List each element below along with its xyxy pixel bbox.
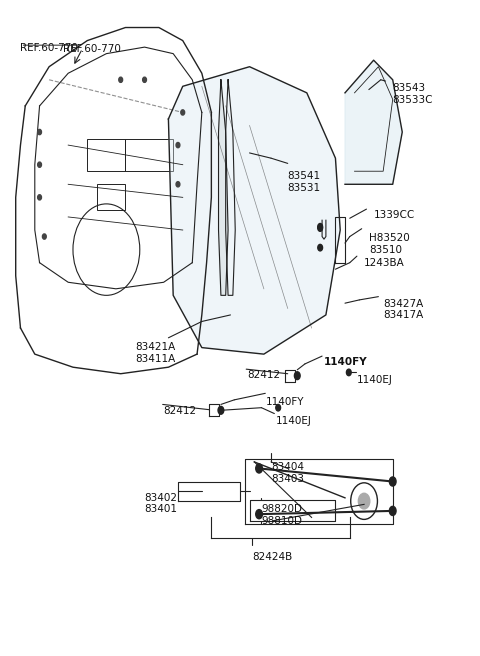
Text: 98820D
98810D: 98820D 98810D [262, 504, 302, 526]
Text: REF.60-770: REF.60-770 [21, 43, 78, 52]
Text: 1140EJ: 1140EJ [357, 375, 393, 385]
Circle shape [181, 110, 185, 115]
Text: H83520
83510: H83520 83510 [369, 234, 409, 255]
Circle shape [256, 464, 263, 473]
Circle shape [294, 372, 300, 380]
Text: 82412: 82412 [247, 371, 280, 380]
Text: 83541
83531: 83541 83531 [288, 171, 321, 193]
Circle shape [119, 77, 122, 83]
Circle shape [42, 234, 46, 239]
Text: 83421A
83411A: 83421A 83411A [135, 342, 175, 364]
Text: 1140EJ: 1140EJ [276, 416, 312, 426]
Circle shape [256, 510, 263, 519]
Circle shape [389, 506, 396, 516]
Text: 82424B: 82424B [252, 552, 292, 562]
Text: 1339CC: 1339CC [373, 211, 415, 220]
Circle shape [318, 245, 323, 251]
Text: 1140FY: 1140FY [266, 397, 305, 407]
Text: 1243BA: 1243BA [364, 258, 405, 268]
Circle shape [389, 477, 396, 486]
Polygon shape [345, 60, 402, 184]
Circle shape [37, 129, 41, 134]
Text: 82412: 82412 [164, 406, 197, 417]
Text: 83404
83403: 83404 83403 [271, 462, 304, 483]
Circle shape [37, 195, 41, 200]
Circle shape [276, 405, 281, 411]
Text: 1140FY: 1140FY [324, 358, 367, 367]
Text: REF.60-770: REF.60-770 [63, 44, 121, 54]
Circle shape [37, 162, 41, 167]
Text: 83427A
83417A: 83427A 83417A [383, 298, 423, 320]
Circle shape [143, 77, 146, 83]
Circle shape [176, 182, 180, 187]
Polygon shape [168, 67, 340, 354]
Polygon shape [218, 80, 228, 295]
Text: 83543
83533C: 83543 83533C [393, 83, 433, 105]
Circle shape [359, 493, 370, 509]
Circle shape [318, 224, 323, 230]
Circle shape [347, 369, 351, 376]
Text: 83402
83401: 83402 83401 [144, 493, 178, 514]
Circle shape [318, 225, 323, 232]
Circle shape [218, 406, 224, 414]
Circle shape [176, 142, 180, 148]
